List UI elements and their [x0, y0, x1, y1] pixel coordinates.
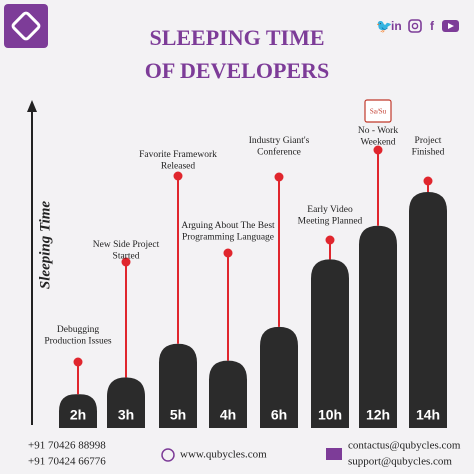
value-label: 12h — [366, 407, 390, 423]
footer: +91 70426 88998 +91 70424 66776 www.quby… — [28, 440, 461, 468]
email: contactus@qubycles.com — [348, 440, 461, 452]
chart-title: SLEEPING TIME — [149, 25, 324, 50]
bar — [59, 394, 97, 428]
value-label: 10h — [318, 407, 342, 423]
annotation: New Side Project — [93, 240, 160, 250]
pin-head — [73, 357, 83, 367]
weekend-icon: Sa/Su — [364, 99, 392, 123]
bar — [260, 326, 298, 428]
svg-text:f: f — [430, 19, 435, 33]
pin-head — [223, 248, 233, 258]
annotation: Arguing About The Best — [181, 221, 275, 231]
value-label: 14h — [416, 407, 440, 423]
bar — [311, 259, 349, 428]
pin-head — [173, 171, 183, 181]
annotation: Started — [113, 252, 140, 262]
annotation: Released — [161, 162, 196, 172]
annotation: Programming Language — [182, 233, 274, 243]
annotation: Conference — [257, 147, 301, 158]
annotation: Industry Giant's — [249, 136, 310, 146]
annotation: Project — [415, 136, 442, 146]
annotation: Early Video — [307, 205, 353, 215]
phone: +91 70424 66776 — [28, 456, 106, 468]
chart-title: OF DEVELOPERS — [145, 58, 329, 83]
bar — [359, 225, 397, 428]
y-axis — [27, 100, 37, 425]
bar — [409, 192, 447, 428]
pin-head — [423, 176, 433, 186]
pin-head — [121, 257, 131, 267]
annotation: Meeting Planned — [298, 217, 363, 227]
icon-label: Sa/Su — [370, 108, 387, 116]
annotation: Finished — [412, 148, 445, 158]
value-label: 6h — [271, 407, 287, 423]
logo — [4, 4, 48, 48]
value-label: 5h — [170, 407, 186, 423]
annotation: Weekend — [360, 138, 395, 148]
annotation: No - Work — [358, 126, 398, 136]
annotation: Favorite Framework — [139, 150, 217, 160]
annotation: Production Issues — [44, 337, 112, 347]
phone: +91 70426 88998 — [28, 440, 106, 452]
y-axis-label: Sleeping Time — [37, 201, 53, 290]
pin-head — [373, 145, 383, 155]
bar — [209, 360, 247, 428]
email: support@qubycles.com — [348, 456, 452, 468]
value-label: 3h — [118, 407, 134, 423]
bar — [107, 377, 145, 428]
social-icons: 🐦 in f — [376, 19, 459, 35]
pin-head — [325, 235, 335, 245]
svg-text:in: in — [391, 19, 402, 33]
value-label: 2h — [70, 407, 86, 423]
value-label: 4h — [220, 407, 236, 423]
pin-head — [274, 172, 284, 182]
bar — [159, 343, 197, 428]
annotation: Debugging — [57, 325, 99, 335]
svg-text:🐦: 🐦 — [376, 20, 392, 35]
website: www.qubycles.com — [180, 449, 267, 461]
